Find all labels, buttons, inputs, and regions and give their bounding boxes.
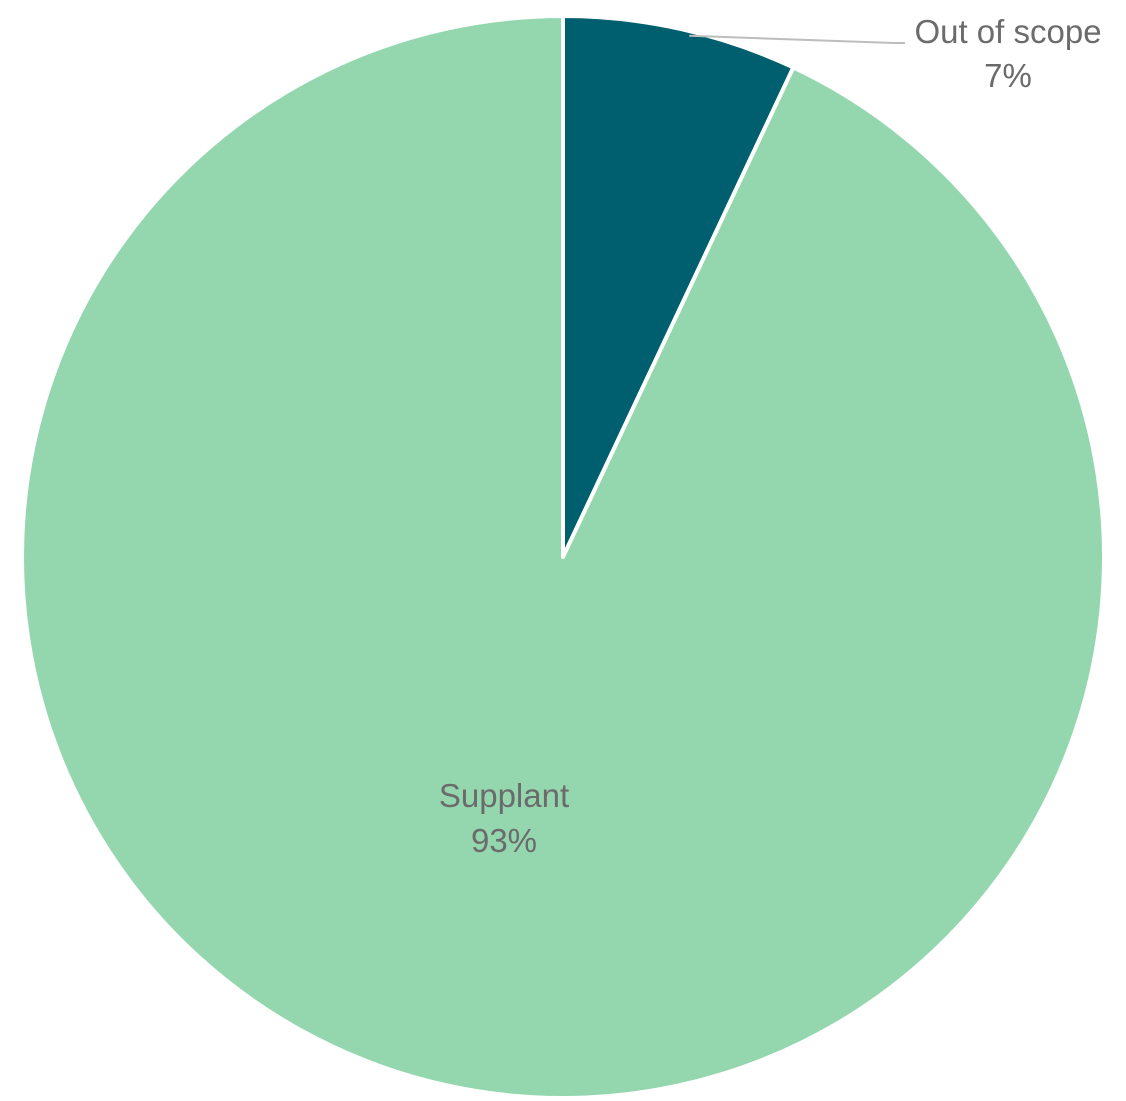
slice-value-label-supplant: 93% (471, 822, 537, 859)
slice-label-out-of-scope: Out of scope (914, 13, 1101, 50)
leader-line-out-of-scope (689, 34, 905, 44)
pie-slice-supplant (20, 14, 1106, 1100)
slice-value-label-out-of-scope: 7% (984, 57, 1032, 94)
slice-label-supplant: Supplant (439, 777, 569, 814)
pie-slice-out-of-scope (561, 14, 796, 559)
